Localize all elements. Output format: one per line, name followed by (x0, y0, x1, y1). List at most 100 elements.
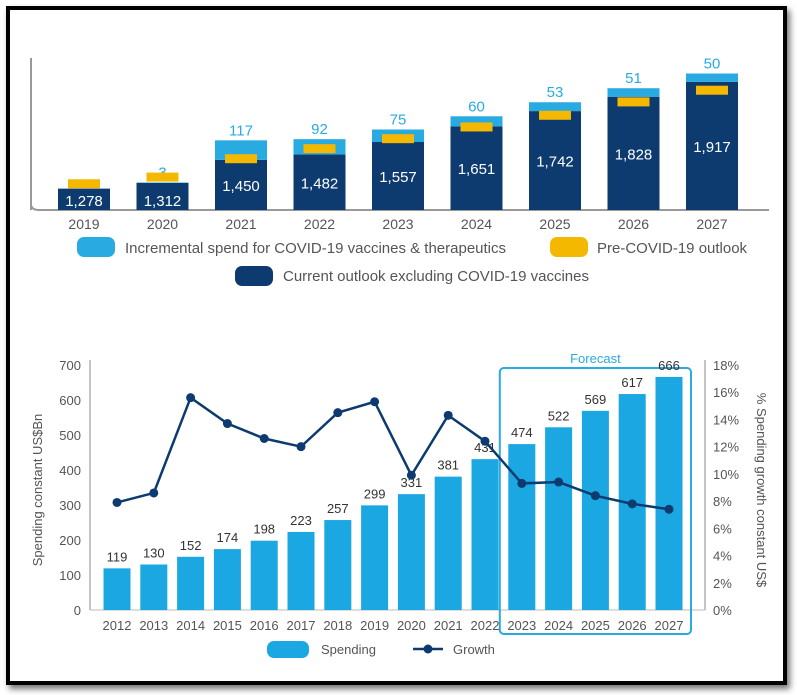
marker-pre-covid-2026 (617, 97, 650, 107)
bar-current-2025 (529, 111, 581, 210)
label-spending-2023: 474 (511, 425, 533, 440)
bar-incremental-2027 (686, 73, 738, 82)
label-spending-2019: 299 (364, 486, 386, 501)
y-tick-right-0: 0% (713, 603, 732, 618)
legend-label-spending: Spending (321, 642, 376, 657)
label-current-2019: 1,278 (65, 193, 103, 210)
y-tick-left-300: 300 (59, 498, 81, 513)
bar-current-2027 (686, 81, 738, 211)
x-tick-2022: 2022 (471, 618, 500, 633)
label-incremental-2026: 51 (625, 70, 642, 87)
bar-incremental-2025 (529, 102, 581, 112)
y-tick-right-3: 6% (713, 521, 732, 536)
bar-spending-2013 (140, 564, 168, 610)
growth-point-2012 (112, 497, 122, 507)
x-tick-2020: 2020 (397, 618, 426, 633)
y-tick-right-4: 8% (713, 494, 732, 509)
legend-swatch-incremental (77, 237, 115, 257)
bar-current-2021 (215, 159, 267, 210)
x-tick-2022: 2022 (304, 216, 335, 232)
bar-spending-2018 (324, 520, 352, 610)
label-spending-2018: 257 (327, 501, 349, 516)
y-tick-right-2: 4% (713, 549, 732, 564)
marker-pre-covid-2023 (382, 134, 414, 144)
label-spending-2026: 617 (621, 375, 643, 390)
covid-spend-chart-svg: 1,278201931,31220201171,4502021921,48220… (30, 56, 769, 286)
bar-incremental-2020 (136, 182, 189, 183)
legend-label-current: Current outlook excluding COVID-19 vacci… (283, 268, 589, 285)
label-spending-2013: 130 (143, 546, 165, 561)
label-spending-2016: 198 (253, 522, 275, 537)
marker-pre-covid-2027 (696, 85, 728, 95)
bar-incremental-2026 (607, 88, 660, 97)
label-incremental-2022: 92 (311, 121, 328, 138)
growth-point-2018 (333, 408, 343, 418)
x-tick-2023: 2023 (507, 618, 536, 633)
bar-current-2022 (293, 154, 346, 210)
x-tick-2013: 2013 (139, 618, 168, 633)
y-tick-right-5: 10% (713, 467, 739, 482)
label-spending-2012: 119 (107, 549, 128, 564)
label-incremental-2024: 60 (468, 98, 485, 115)
spending-growth-chart-svg: 0 100 200 300 400 500 600 700 0% 2% 4% 6% 8% 10% 12% 14… (30, 351, 769, 658)
y-tick-left-400: 400 (59, 463, 81, 478)
x-tick-2027: 2027 (696, 216, 727, 232)
bar-current-2026 (607, 96, 660, 210)
y-tick-right-9: 18% (713, 358, 739, 373)
y-tick-right-6: 12% (713, 440, 739, 455)
label-incremental-2021: 117 (229, 122, 253, 139)
bar-incremental-2024 (450, 116, 503, 127)
label-spending-2020: 331 (401, 475, 423, 490)
label-spending-2017: 223 (290, 513, 312, 528)
y-tick-left-0: 0 (74, 603, 81, 618)
y-axis-label-left: Spending constant US$Bn (30, 414, 45, 567)
x-tick-2025: 2025 (581, 618, 610, 633)
bar-spending-2021 (434, 476, 462, 610)
x-tick-2023: 2023 (382, 216, 413, 232)
y-tick-right-1: 2% (713, 576, 732, 591)
growth-point-2025 (590, 491, 600, 501)
x-tick-2017: 2017 (287, 618, 316, 633)
growth-point-2017 (296, 442, 306, 452)
y-tick-right-7: 14% (713, 412, 739, 427)
label-current-2025: 1,742 (536, 154, 574, 171)
x-tick-2019: 2019 (360, 618, 389, 633)
y-tick-right-8: 16% (713, 385, 739, 400)
bar-spending-2017 (287, 531, 315, 610)
label-spending-2021: 381 (437, 458, 459, 473)
legend-label-pre-covid: Pre-COVID-19 outlook (597, 240, 748, 257)
legend-swatch-spending (267, 641, 309, 658)
spending-growth-chart: 0 100 200 300 400 500 600 700 0% 2% 4% 6% 8% 10% 12% 14… (29, 338, 774, 668)
y-tick-left-700: 700 (59, 358, 81, 373)
bar-spending-2012 (103, 568, 131, 610)
legend-swatch-current (235, 266, 273, 286)
marker-pre-covid-2019 (68, 179, 100, 189)
x-axis-line (30, 203, 769, 211)
bar-current-2023 (372, 142, 424, 210)
forecast-box (498, 367, 692, 635)
x-tick-2021: 2021 (434, 618, 463, 633)
bar-spending-2015 (213, 549, 241, 610)
bar-current-2019 (58, 188, 110, 210)
y-axis-label-right: % Spending growth constant US$ (754, 393, 769, 588)
label-current-2022: 1,482 (301, 175, 339, 192)
bar-spending-2025 (581, 410, 609, 610)
x-tick-2026: 2026 (618, 618, 647, 633)
growth-point-2019 (370, 397, 380, 407)
label-current-2020: 1,312 (144, 193, 182, 210)
x-tick-2026: 2026 (618, 216, 649, 232)
y-tick-left-100: 100 (59, 568, 81, 583)
marker-pre-covid-2025 (539, 110, 571, 120)
growth-point-2026 (627, 499, 637, 509)
x-tick-2019: 2019 (68, 216, 99, 232)
bar-spending-2024 (545, 427, 573, 610)
bar-current-2024 (450, 126, 503, 210)
bar-spending-2022 (471, 459, 499, 610)
growth-line (116, 395, 670, 511)
marker-pre-covid-2022 (303, 144, 336, 154)
x-tick-2018: 2018 (323, 618, 352, 633)
label-spending-2014: 152 (180, 538, 202, 553)
legend-label-growth: Growth (453, 642, 495, 657)
growth-point-2022 (480, 436, 490, 446)
growth-point-2013 (149, 488, 159, 498)
